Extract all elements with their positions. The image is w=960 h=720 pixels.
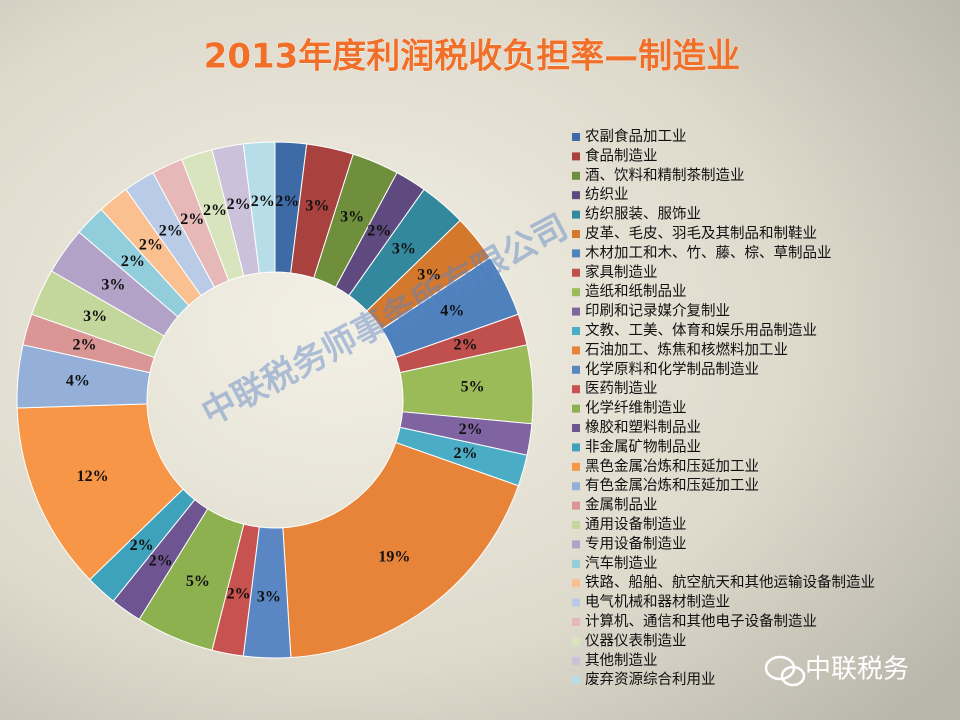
legend-label: 木材加工和木、竹、藤、棕、草制品业	[585, 244, 832, 261]
value-label: 2%	[453, 336, 477, 353]
legend-label: 石油加工、炼焦和核燃料加工业	[585, 340, 788, 358]
legend-label: 其他制造业	[585, 652, 658, 669]
legend-swatch	[572, 385, 580, 394]
value-label: 3%	[257, 589, 281, 606]
legend-label: 金属制品业	[585, 497, 658, 514]
footer-text: 中联税务	[805, 655, 909, 685]
legend-swatch	[572, 559, 580, 568]
legend-swatch	[572, 404, 580, 413]
legend-swatch	[572, 424, 580, 432]
value-label: 3%	[417, 267, 441, 284]
legend-swatch	[572, 365, 580, 374]
donut: 2% 3%3%2%3%3%4%2%5%2%2%19%3%2%5%2%2%12%4%…	[16, 141, 534, 659]
value-label: 2%	[130, 537, 154, 554]
value-label: 2%	[203, 202, 227, 219]
value-label: 4%	[66, 372, 90, 389]
value-label: 5%	[461, 378, 485, 395]
legend-swatch	[572, 637, 580, 646]
legend-swatch	[572, 462, 580, 471]
legend-swatch	[572, 656, 580, 665]
legend-label: 铁路、船舶、航空航天和其他运输设备制造业	[585, 574, 875, 591]
legend-label: 文教、工美、体育和娱乐用品制造业	[585, 322, 817, 339]
value-label: 5%	[186, 573, 210, 590]
value-label: 2%	[149, 552, 173, 569]
legend-swatch	[572, 501, 580, 510]
value-label: 2%	[159, 222, 183, 239]
legend-swatch	[572, 579, 580, 588]
legend-label: 汽车制造业	[585, 555, 658, 572]
legend-label: 纺织业	[585, 186, 629, 203]
value-label: 2%	[121, 253, 145, 270]
legend-label: 废弃资源综合利用业	[585, 671, 716, 688]
legend-label: 计算机、通信和其他电子设备制造业	[585, 613, 817, 630]
value-label: 19%	[378, 549, 410, 566]
legend-label: 印刷和记录媒介复制业	[585, 302, 730, 320]
legend-label: 非金属矿物制品业	[585, 438, 701, 455]
value-label: 4%	[440, 302, 464, 319]
legend-label: 酒、饮料和精制茶制造业	[585, 167, 745, 184]
legend-swatch	[572, 268, 580, 277]
legend-swatch	[572, 171, 580, 180]
value-label: 2%	[275, 193, 299, 210]
chart-title: 2013年度利润税收负担率—制造业	[204, 37, 741, 77]
legend-swatch	[572, 210, 580, 219]
legend-swatch	[572, 346, 580, 355]
slice	[242, 141, 276, 274]
value-label: 3%	[305, 197, 329, 214]
legend-label: 电气机械和器材制造业	[585, 594, 730, 611]
legend-swatch	[572, 230, 580, 238]
value-label: 2%	[227, 196, 251, 213]
slice	[282, 441, 519, 659]
legend-label: 橡胶和塑料制品业	[585, 419, 701, 436]
legend-swatch	[572, 540, 580, 549]
value-label: 2%	[453, 445, 477, 462]
value-label: 3%	[340, 208, 364, 225]
legend-label: 黑色金属冶炼和压延加工业	[585, 458, 759, 475]
legend-label: 农副食品加工业	[585, 128, 687, 145]
legend-label: 有色金属冶炼和压延加工业	[585, 477, 759, 494]
legend-label: 家具制造业	[585, 264, 658, 281]
legend-swatch	[572, 598, 580, 607]
value-label: 2%	[139, 236, 163, 253]
legend-label: 医药制造业	[585, 380, 658, 397]
value-label: 3%	[392, 240, 416, 257]
value-label: 2%	[459, 421, 483, 438]
value-label: 2%	[251, 193, 275, 210]
value-label: 2%	[227, 585, 251, 602]
legend-label: 食品制造业	[585, 147, 658, 164]
legend-swatch	[572, 676, 580, 685]
legend-swatch	[572, 133, 580, 141]
legend-label: 通用设备制造业	[585, 516, 687, 533]
legend-label: 化学原料和化学制品制造业	[585, 361, 759, 378]
value-label: 2%	[367, 222, 391, 239]
footer-logo: 中联税务	[764, 655, 909, 687]
legend-swatch	[572, 443, 580, 452]
legend-swatch	[572, 288, 580, 297]
legend-swatch	[572, 152, 580, 161]
legend-label: 化学纤维制造业	[585, 400, 687, 417]
value-label: 12%	[77, 468, 109, 485]
legend-label: 皮革、毛皮、羽毛及其制品和制鞋业	[585, 225, 817, 242]
legend-label: 造纸和纸制品业	[585, 283, 687, 300]
value-label: 3%	[101, 276, 125, 293]
legend-label: 专用设备制造业	[585, 535, 687, 552]
value-label: 2%	[180, 211, 204, 228]
legend-swatch	[572, 482, 580, 491]
legend-label: 纺织服装、服饰业	[585, 206, 701, 223]
legend-swatch	[572, 521, 580, 529]
value-label: 2%	[73, 336, 97, 353]
legend-swatch	[572, 618, 580, 626]
value-label: 3%	[83, 308, 107, 325]
legend-swatch	[572, 191, 580, 200]
legend-swatch	[572, 327, 580, 335]
legend-label: 仪器仪表制造业	[585, 632, 687, 649]
legend-swatch	[572, 249, 580, 258]
legend: 农副食品加工业食品制造业酒、饮料和精制茶制造业纺织业纺织服装、服饰业皮革、毛皮、…	[572, 128, 875, 688]
legend-swatch	[572, 307, 580, 316]
